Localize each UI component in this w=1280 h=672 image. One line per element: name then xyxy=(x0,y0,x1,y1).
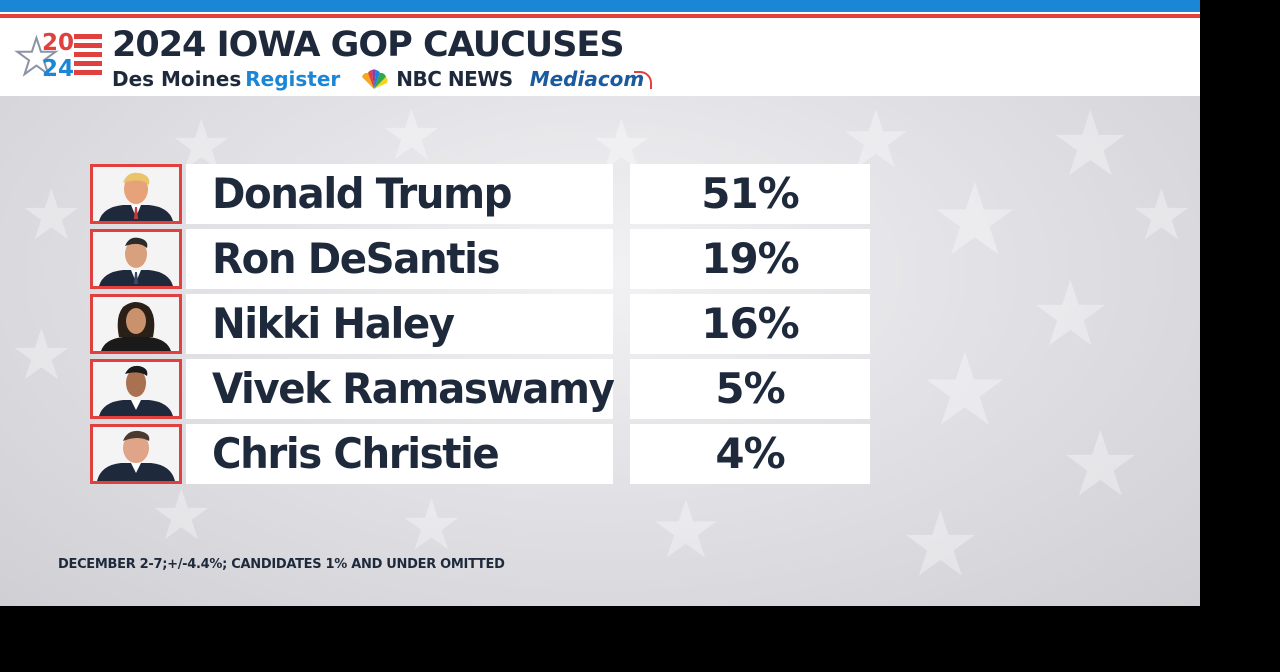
top-accent-bar xyxy=(0,0,1200,12)
candidate-photo xyxy=(90,359,182,419)
candidate-photo xyxy=(90,424,182,484)
background-star-icon: ★ xyxy=(150,474,213,556)
person-silhouette-icon xyxy=(93,232,179,286)
logo-star-icon: ★ xyxy=(13,28,60,86)
background-star-icon: ★ xyxy=(380,94,443,176)
register-logo-text: Register xyxy=(245,67,341,91)
candidate-name-cell: Vivek Ramaswamy xyxy=(186,359,615,419)
background-star-icon: ★ xyxy=(650,483,722,576)
percent-cell: 51% xyxy=(630,164,870,224)
person-silhouette-icon xyxy=(93,427,179,481)
candidate-percent: 16% xyxy=(701,299,800,348)
background-star-icon: ★ xyxy=(900,492,981,597)
background-star-icon: ★ xyxy=(20,174,83,256)
candidate-name: Vivek Ramaswamy xyxy=(212,364,615,413)
background-star-icon: ★ xyxy=(1030,262,1111,367)
background-star-icon: ★ xyxy=(1060,412,1141,517)
nbc-news-logo-text: NBC NEWS xyxy=(396,67,513,91)
broadcast-graphic: ★ ★ ★ ★ ★ ★ ★ ★ ★ ★ ★ ★ ★ ★ ★ ★ ★ 20 24 … xyxy=(0,0,1200,606)
candidate-percent: 51% xyxy=(701,169,800,218)
candidate-percent: 4% xyxy=(715,429,785,478)
page-title: 2024 IOWA GOP CAUCUSES xyxy=(112,25,625,65)
background-star-icon: ★ xyxy=(10,314,73,396)
candidate-name: Nikki Haley xyxy=(212,299,455,348)
candidate-name-cell: Donald Trump xyxy=(186,164,613,224)
background-star-icon: ★ xyxy=(1130,174,1193,256)
candidate-percent: 5% xyxy=(715,364,785,413)
background-star-icon: ★ xyxy=(1050,92,1131,197)
person-silhouette-icon xyxy=(93,362,179,416)
logo-year-top: 20 xyxy=(42,30,75,56)
background-star-icon: ★ xyxy=(400,484,463,566)
background-star-icon: ★ xyxy=(930,161,1020,278)
logo-year-bottom: 24 xyxy=(42,56,75,82)
logo-stripes xyxy=(74,34,102,84)
candidate-name: Donald Trump xyxy=(212,169,513,218)
percent-cell: 19% xyxy=(630,229,870,289)
header-banner: ★ 20 24 2024 IOWA GOP CAUCUSES Des Moine… xyxy=(0,20,1200,96)
top-stripe xyxy=(0,12,1200,20)
candidate-name-cell: Nikki Haley xyxy=(186,294,613,354)
percent-cell: 5% xyxy=(630,359,870,419)
candidate-percent: 19% xyxy=(701,234,800,283)
nbc-peacock-icon xyxy=(362,69,388,89)
2024-logo: ★ 20 24 xyxy=(13,28,106,88)
des-moines-logo-text: Des Moines xyxy=(112,67,242,91)
percent-cell: 16% xyxy=(630,294,870,354)
candidate-name: Chris Christie xyxy=(212,429,500,478)
person-silhouette-icon xyxy=(93,297,179,351)
percent-cell: 4% xyxy=(630,424,870,484)
sponsor-logos: Des Moines Register NBC NEWS Mediacom xyxy=(112,66,644,92)
person-silhouette-icon xyxy=(93,167,179,221)
mediacom-logo-text: Mediacom xyxy=(529,67,645,91)
background-star-icon: ★ xyxy=(920,331,1010,448)
candidate-name-cell: Chris Christie xyxy=(186,424,613,484)
candidate-photo xyxy=(90,294,182,354)
candidate-photo xyxy=(90,229,182,289)
candidate-name-cell: Ron DeSantis xyxy=(186,229,613,289)
candidate-name: Ron DeSantis xyxy=(212,234,501,283)
poll-footnote: DECEMBER 2-7;+/-4.4%; CANDIDATES 1% AND … xyxy=(58,557,505,572)
candidate-photo xyxy=(90,164,182,224)
